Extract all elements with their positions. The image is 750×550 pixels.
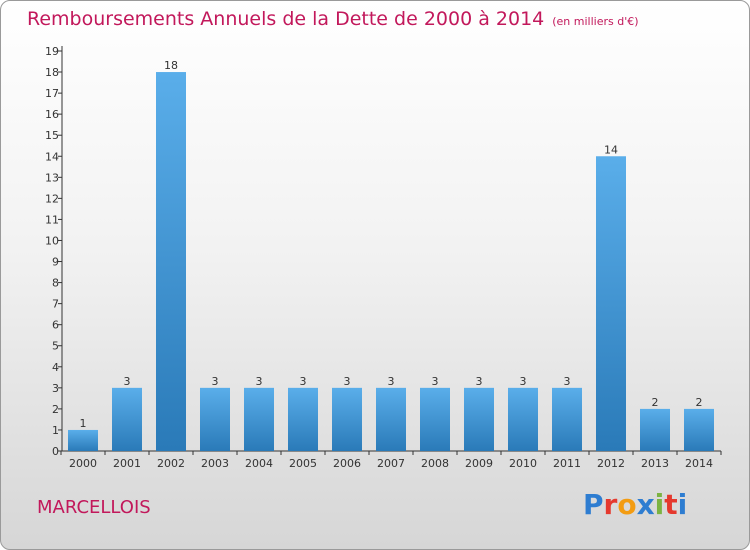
bar-2007 (376, 387, 406, 451)
bar-2014 (684, 408, 714, 451)
x-tick-label: 2014 (685, 457, 713, 470)
proxiti-logo: Proxiti (583, 488, 687, 521)
y-tick-label: 17 (45, 87, 59, 100)
data-label-2010: 3 (520, 375, 527, 388)
logo-letter: t (664, 488, 678, 521)
bar-2005 (288, 387, 318, 451)
y-tick-label: 4 (52, 361, 59, 374)
y-tick-label: 13 (45, 171, 59, 184)
bars (68, 72, 714, 451)
y-tick-label: 18 (45, 66, 59, 79)
logo-letter: i (677, 488, 688, 521)
logo-letter: o (617, 488, 637, 521)
x-tick-label: 2006 (333, 457, 361, 470)
x-tick-label: 2000 (69, 457, 97, 470)
bar-2004 (244, 387, 274, 451)
chart-unit: (en milliers d'€) (552, 15, 639, 28)
bar-2010 (508, 387, 538, 451)
logo-letter: P (583, 488, 604, 521)
y-tick-label: 19 (45, 45, 59, 58)
x-tick-label: 2008 (421, 457, 449, 470)
x-tick-label: 2012 (597, 457, 625, 470)
data-label-2014: 2 (696, 396, 703, 409)
y-tick-label: 10 (45, 234, 59, 247)
data-label-2001: 3 (124, 375, 131, 388)
data-label-2004: 3 (256, 375, 263, 388)
data-label-2000: 1 (80, 417, 87, 430)
y-tick-label: 8 (52, 277, 59, 290)
data-label-2003: 3 (212, 375, 219, 388)
y-tick-label: 14 (45, 150, 59, 163)
bar-2011 (552, 387, 582, 451)
y-tick-label: 3 (52, 382, 59, 395)
x-tick-label: 2013 (641, 457, 669, 470)
commune-name: MARCELLOIS (37, 497, 151, 518)
bar-2000 (68, 429, 98, 451)
y-tick-label: 9 (52, 256, 59, 269)
bar-2002 (156, 72, 186, 451)
y-tick-label: 6 (52, 319, 59, 332)
bar-2009 (464, 387, 494, 451)
x-tick-label: 2009 (465, 457, 493, 470)
bar-2008 (420, 387, 450, 451)
y-tick-label: 0 (52, 445, 59, 458)
y-tick-label: 15 (45, 129, 59, 142)
data-label-2002: 18 (164, 59, 178, 72)
y-tick-label: 11 (45, 213, 59, 226)
x-tick-label: 2001 (113, 457, 141, 470)
chart-header: Remboursements Annuels de la Dette de 20… (27, 8, 639, 30)
x-axis: 2000 2001 2002 2003 2004 2005 2006 2007 2008 2009… (60, 450, 722, 470)
y-tick-label: 5 (52, 340, 59, 353)
bar-2012 (596, 156, 626, 451)
bar-2003 (200, 387, 230, 451)
logo-letter: r (603, 488, 618, 521)
logo-letter: i (654, 488, 665, 521)
y-tick-label: 7 (52, 298, 59, 311)
x-tick-label: 2011 (553, 457, 581, 470)
x-tick-label: 2002 (157, 457, 185, 470)
bar-2013 (640, 408, 670, 451)
y-tick-label: 16 (45, 108, 59, 121)
x-tick-label: 2003 (201, 457, 229, 470)
y-tick-label: 12 (45, 192, 59, 205)
data-label-2009: 3 (476, 375, 483, 388)
y-tick-label: 1 (52, 424, 59, 437)
data-label-2005: 3 (300, 375, 307, 388)
x-tick-label: 2007 (377, 457, 405, 470)
data-label-2011: 3 (564, 375, 571, 388)
bar-2001 (112, 387, 142, 451)
chart-title: Remboursements Annuels de la Dette de 20… (27, 8, 545, 30)
x-tick-label: 2010 (509, 457, 537, 470)
x-tick-label: 2004 (245, 457, 273, 470)
x-tick-label: 2005 (289, 457, 317, 470)
data-label-2008: 3 (432, 375, 439, 388)
data-label-2007: 3 (388, 375, 395, 388)
logo-letter: x (636, 488, 655, 521)
data-label-2013: 2 (652, 396, 659, 409)
data-label-2006: 3 (344, 375, 351, 388)
y-tick-label: 2 (52, 403, 59, 416)
bar-2006 (332, 387, 362, 451)
data-label-2012: 14 (604, 143, 618, 156)
